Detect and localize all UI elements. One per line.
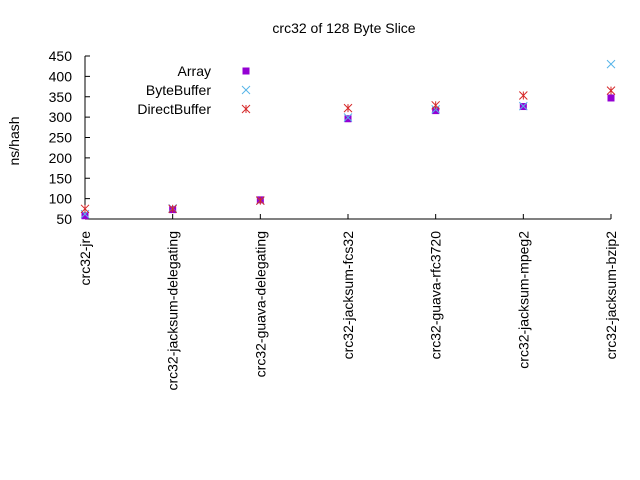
chart-title: crc32 of 128 Byte Slice xyxy=(272,20,415,36)
y-tick-label: 200 xyxy=(49,150,73,166)
legend: Array ByteBuffer DirectBuffer xyxy=(137,63,251,117)
point-directbuffer xyxy=(431,100,441,110)
x-tick-label: crc32-guava-rfc3720 xyxy=(428,231,444,360)
point-array xyxy=(81,212,89,220)
y-axis-label: ns/hash xyxy=(6,116,22,165)
point-directbuffer xyxy=(80,204,90,214)
y-tick-label: 250 xyxy=(49,130,73,146)
legend-marker-bytebuffer xyxy=(241,85,251,95)
point-directbuffer xyxy=(168,204,178,214)
point-directbuffer xyxy=(606,86,616,95)
x-axis-ticks: crc32-jre crc32-jacksum-delegating crc32-g… xyxy=(77,214,619,391)
point-directbuffer xyxy=(255,196,265,206)
y-tick-label: 50 xyxy=(56,211,72,227)
x-tick-label: crc32-jacksum-delegating xyxy=(165,231,181,391)
legend-label: DirectBuffer xyxy=(137,101,211,117)
point-bytebuffer xyxy=(343,113,353,122)
x-tick-label: crc32-jre xyxy=(77,231,93,286)
point-bytebuffer xyxy=(518,101,528,111)
legend-label: ByteBuffer xyxy=(146,82,211,98)
y-tick-label: 150 xyxy=(49,170,73,186)
legend-label: Array xyxy=(178,63,211,79)
x-tick-label: crc32-jacksum-bzip2 xyxy=(603,231,619,360)
y-axis-ticks: 50 100 150 200 250 300 350 400 450 xyxy=(49,48,90,227)
y-tick-label: 300 xyxy=(49,109,73,125)
point-array xyxy=(607,94,615,102)
y-tick-label: 350 xyxy=(49,89,73,105)
x-tick-label: crc32-jacksum-fcs32 xyxy=(340,231,356,360)
y-tick-label: 400 xyxy=(49,68,73,84)
x-tick-label: crc32-jacksum-mpeg2 xyxy=(515,231,531,369)
legend-marker-array xyxy=(242,67,250,75)
legend-marker-directbuffer xyxy=(241,104,251,114)
y-tick-label: 450 xyxy=(49,48,73,64)
point-bytebuffer xyxy=(606,59,616,69)
point-directbuffer xyxy=(343,103,353,113)
x-tick-label: crc32-guava-delegating xyxy=(252,231,268,377)
y-tick-label: 100 xyxy=(49,191,73,207)
point-array xyxy=(432,107,440,115)
data-points xyxy=(80,59,616,220)
point-array xyxy=(344,115,352,123)
axes xyxy=(84,56,611,220)
point-bytebuffer xyxy=(431,105,441,114)
point-directbuffer xyxy=(518,91,528,100)
